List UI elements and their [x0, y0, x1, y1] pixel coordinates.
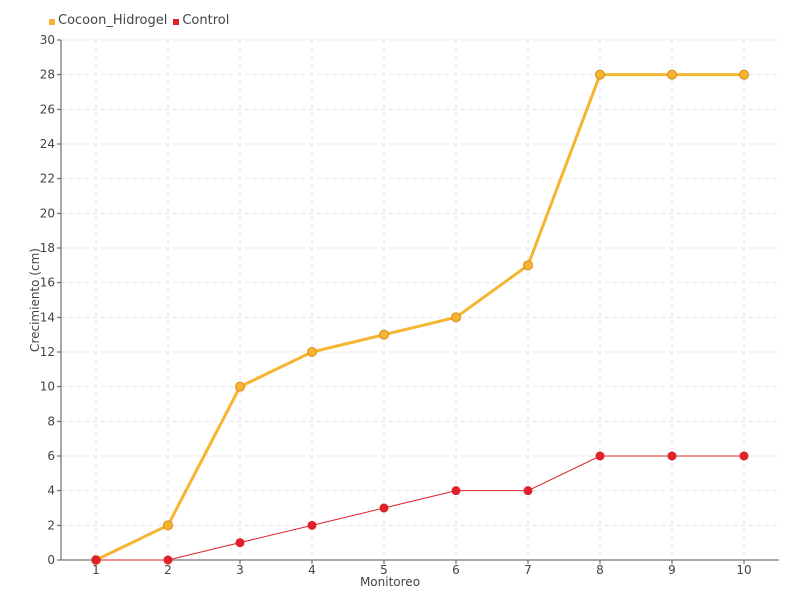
data-point-cocoon-hidrogel-8[interactable] — [595, 69, 605, 80]
y-tick-label-14: 14 — [40, 310, 55, 324]
y-tick-label-24: 24 — [40, 137, 55, 151]
y-axis-title: Crecimiento (cm) — [28, 248, 42, 352]
y-tick-label-22: 22 — [40, 172, 55, 186]
legend-item-control[interactable]: Control — [173, 13, 229, 28]
data-point-control-4[interactable] — [307, 520, 317, 530]
data-point-control-8[interactable] — [595, 451, 605, 461]
y-tick-label-16: 16 — [40, 276, 55, 290]
data-point-cocoon-hidrogel-2[interactable] — [163, 520, 173, 531]
x-tick-label-4: 4 — [308, 563, 316, 577]
data-point-cocoon-hidrogel-4[interactable] — [307, 347, 317, 357]
legend-swatch-cocoon-hidrogel — [49, 18, 55, 25]
legend-label-control: Control — [182, 13, 230, 28]
y-tick-label-12: 12 — [40, 345, 55, 359]
data-point-cocoon-hidrogel-7[interactable] — [523, 260, 533, 271]
legend-label-cocoon-hidrogel: Cocoon_Hidrogel — [58, 13, 168, 28]
x-tick-label-5: 5 — [380, 563, 388, 577]
chart-legend: Cocoon_Hidrogel Control — [49, 13, 235, 28]
series-line-cocoon-hidrogel — [95, 73, 744, 562]
data-point-control-9[interactable] — [667, 451, 677, 461]
y-tick-label-18: 18 — [40, 241, 55, 255]
x-tick-label-1: 1 — [92, 563, 100, 577]
y-tick-label-0: 0 — [47, 553, 55, 567]
x-tick-label-3: 3 — [236, 563, 244, 577]
x-tick-label-9: 9 — [668, 563, 676, 577]
legend-item-cocoon-hidrogel[interactable]: Cocoon_Hidrogel — [49, 13, 167, 28]
y-tick-label-10: 10 — [40, 380, 55, 394]
data-point-cocoon-hidrogel-10[interactable] — [739, 69, 749, 80]
data-point-control-1[interactable] — [91, 555, 101, 565]
x-tick-label-6: 6 — [452, 563, 460, 577]
y-tick-label-20: 20 — [40, 206, 55, 220]
y-tick-label-6: 6 — [47, 449, 55, 463]
x-axis-title: Monitoreo — [360, 575, 420, 589]
data-point-cocoon-hidrogel-9[interactable] — [667, 69, 677, 80]
data-point-cocoon-hidrogel-5[interactable] — [379, 329, 389, 340]
x-tick-label-2: 2 — [164, 563, 172, 577]
data-point-control-7[interactable] — [523, 486, 533, 496]
y-tick-label-2: 2 — [47, 518, 55, 532]
y-tick-label-30: 30 — [40, 33, 55, 47]
y-tick-label-26: 26 — [40, 102, 55, 116]
series-line-control — [96, 455, 744, 561]
y-tick-label-28: 28 — [40, 68, 55, 82]
x-tick-label-10: 10 — [736, 563, 751, 577]
data-point-control-5[interactable] — [379, 503, 389, 513]
data-point-control-10[interactable] — [739, 451, 749, 461]
data-point-control-6[interactable] — [451, 486, 461, 496]
x-tick-label-7: 7 — [524, 563, 532, 577]
y-tick-label-8: 8 — [47, 414, 55, 428]
data-point-cocoon-hidrogel-3[interactable] — [235, 381, 245, 392]
y-tick-label-4: 4 — [47, 484, 55, 498]
data-point-control-3[interactable] — [235, 538, 245, 548]
data-point-control-2[interactable] — [163, 555, 173, 565]
x-tick-label-8: 8 — [596, 563, 604, 577]
data-point-cocoon-hidrogel-6[interactable] — [451, 312, 461, 323]
legend-swatch-control — [173, 18, 180, 25]
